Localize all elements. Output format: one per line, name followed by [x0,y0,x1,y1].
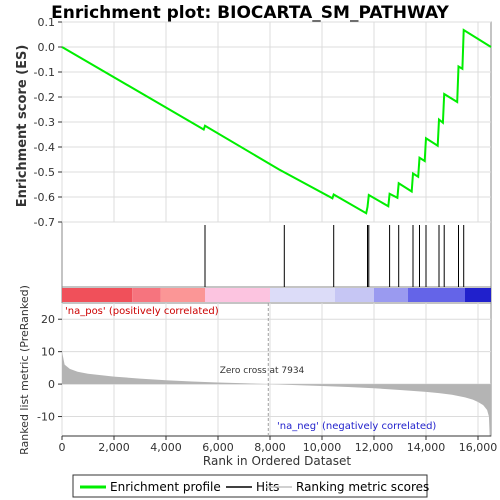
heatmap-segment [62,288,133,302]
xticks: 0 2,000 4,000 6,000 8,000 10,000 12,000 14,000 1… [59,435,498,454]
metric-panel [61,302,492,437]
zero-cross-label: Zero cross at 7934 [220,366,305,376]
es-line [61,28,492,215]
es-tick-label: -0.7 [34,216,55,229]
legend-box [72,474,428,498]
x-tick-label: 6,000 [202,441,234,454]
na-pos-label: 'na_pos' (positively correlated) [65,306,219,317]
es-tick-label: -0.2 [34,91,55,104]
x-tick-label: 2,000 [98,441,130,454]
metric-tick-label: 10 [41,346,55,359]
rank-heatmap [62,288,491,302]
es-tick-label: -0.1 [34,66,55,79]
hit-lines [204,225,465,287]
heatmap-segment [407,288,465,302]
legend-es-label: Enrichment profile [110,480,221,494]
heatmap-segment [160,288,205,302]
es-tick-label: 0.0 [38,41,56,54]
x-tick-label: 12,000 [355,441,394,454]
heatmap-segment [132,288,161,302]
metric-axis-label: Ranked list metric (PreRanked) [18,285,31,455]
heatmap-segment [374,288,408,302]
x-tick-label: 16,000 [459,441,498,454]
hits-panel [61,221,492,288]
es-yticks: 0.1 0.0 -0.1 -0.2 -0.3 -0.4 -0.5 -0.6 -0.7 [34,16,62,229]
es-tick-label: -0.6 [34,191,55,204]
es-tick-label: -0.5 [34,166,55,179]
es-tick-label: -0.3 [34,116,55,129]
x-tick-label: 0 [59,441,66,454]
metric-tick-label: -10 [37,411,55,424]
x-axis-label: Rank in Ordered Dataset [203,454,351,468]
es-tick-label: -0.4 [34,141,55,154]
heatmap-segment [205,288,270,302]
x-tick-label: 4,000 [150,441,182,454]
es-grid [61,21,491,223]
x-tick-label: 14,000 [407,441,446,454]
metric-tick-label: 0 [48,378,55,391]
heatmap-segment [335,288,374,302]
heatmap-segment [270,288,335,302]
es-profile-line [61,28,492,215]
heatmap-segment [465,288,491,302]
es-axis-label: Enrichment score (ES) [15,45,30,208]
es-tick-label: 0.1 [38,16,56,29]
metric-tick-label: 20 [41,313,55,326]
na-neg-label: 'na_neg' (negatively correlated) [277,421,436,432]
metric-yticks: 20 10 0 -10 [37,313,62,424]
x-tick-label: 8,000 [254,441,286,454]
x-tick-label: 10,000 [303,441,342,454]
legend-metric-label: Ranking metric scores [296,480,429,494]
chart-title: Enrichment plot: BIOCARTA_SM_PATHWAY [51,3,449,23]
